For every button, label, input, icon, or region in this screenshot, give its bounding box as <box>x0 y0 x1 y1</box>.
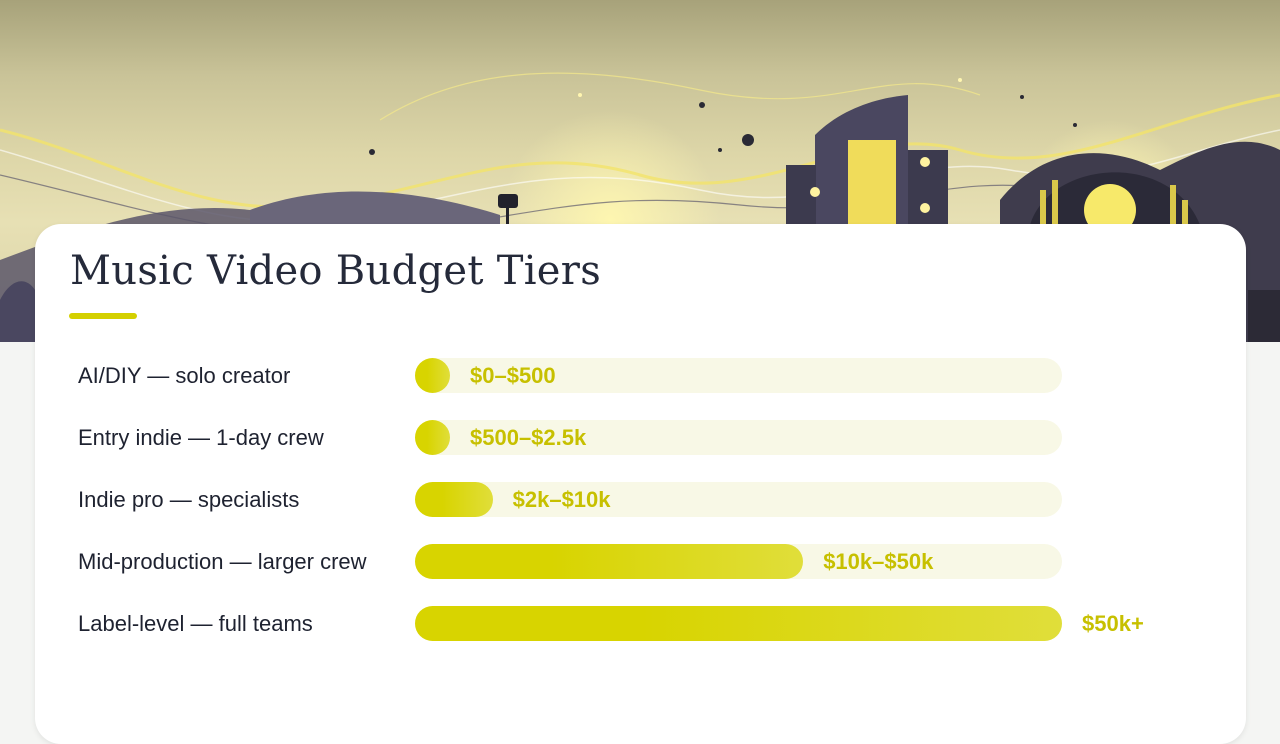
budget-range-label: $50k+ <box>1082 611 1144 636</box>
budget-range-label: $500–$2.5k <box>470 425 587 450</box>
budget-bar <box>415 544 804 579</box>
bar-track <box>415 482 1062 517</box>
budget-range-label: $0–$500 <box>470 363 556 388</box>
budget-range-label: $2k–$10k <box>512 487 611 512</box>
bar-track <box>415 358 1062 393</box>
page-title: Music Video Budget Tiers <box>70 248 602 294</box>
bar-track <box>415 606 1062 641</box>
tier-label: AI/DIY — solo creator <box>78 363 291 388</box>
tier-label: Entry indie — 1-day crew <box>78 425 324 450</box>
budget-bar <box>415 420 450 455</box>
budget-bar <box>415 358 450 393</box>
bar-track <box>415 420 1062 455</box>
budget-bar <box>415 482 493 517</box>
budget-bar <box>415 606 1062 641</box>
title-underline <box>69 313 137 319</box>
budget-range-label: $10k–$50k <box>823 549 934 574</box>
bar-track <box>415 544 1062 579</box>
tier-label: Indie pro — specialists <box>78 487 300 512</box>
tier-label: Mid-production — larger crew <box>78 549 367 574</box>
tier-label: Label-level — full teams <box>78 611 313 636</box>
